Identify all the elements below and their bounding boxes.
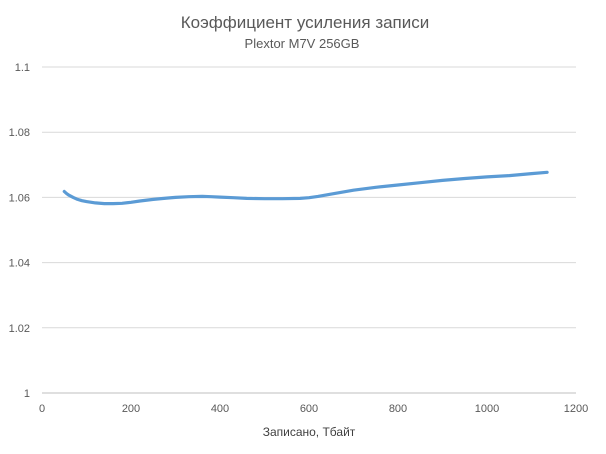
x-tick-label: 1000 bbox=[475, 403, 499, 415]
series-line bbox=[62, 170, 549, 206]
y-tick-label: 1.02 bbox=[9, 323, 30, 335]
x-tick-label: 1200 bbox=[564, 403, 588, 415]
chart-title: Коэффициент усиления записи bbox=[181, 13, 430, 32]
x-tick-label: 0 bbox=[39, 403, 45, 415]
y-tick-label: 1.08 bbox=[9, 127, 30, 139]
y-tick-label: 1.04 bbox=[9, 258, 30, 270]
y-tick-label: 1 bbox=[24, 388, 30, 400]
x-tick-label: 800 bbox=[389, 403, 407, 415]
gridlines bbox=[42, 66, 576, 394]
series-group bbox=[62, 170, 549, 206]
chart-subtitle: Plextor M7V 256GB bbox=[245, 36, 360, 51]
x-tick-label: 200 bbox=[122, 403, 140, 415]
y-axis-ticks: 1 1.02 1.04 1.06 1.08 1.1 bbox=[9, 62, 30, 400]
y-tick-label: 1.1 bbox=[15, 62, 30, 74]
x-axis-label: Записано, Тбайт bbox=[263, 425, 356, 439]
x-tick-label: 400 bbox=[211, 403, 229, 415]
x-axis-ticks: 0 200 400 600 800 1000 1200 bbox=[39, 403, 588, 415]
x-tick-label: 600 bbox=[300, 403, 318, 415]
y-tick-label: 1.06 bbox=[9, 192, 30, 204]
